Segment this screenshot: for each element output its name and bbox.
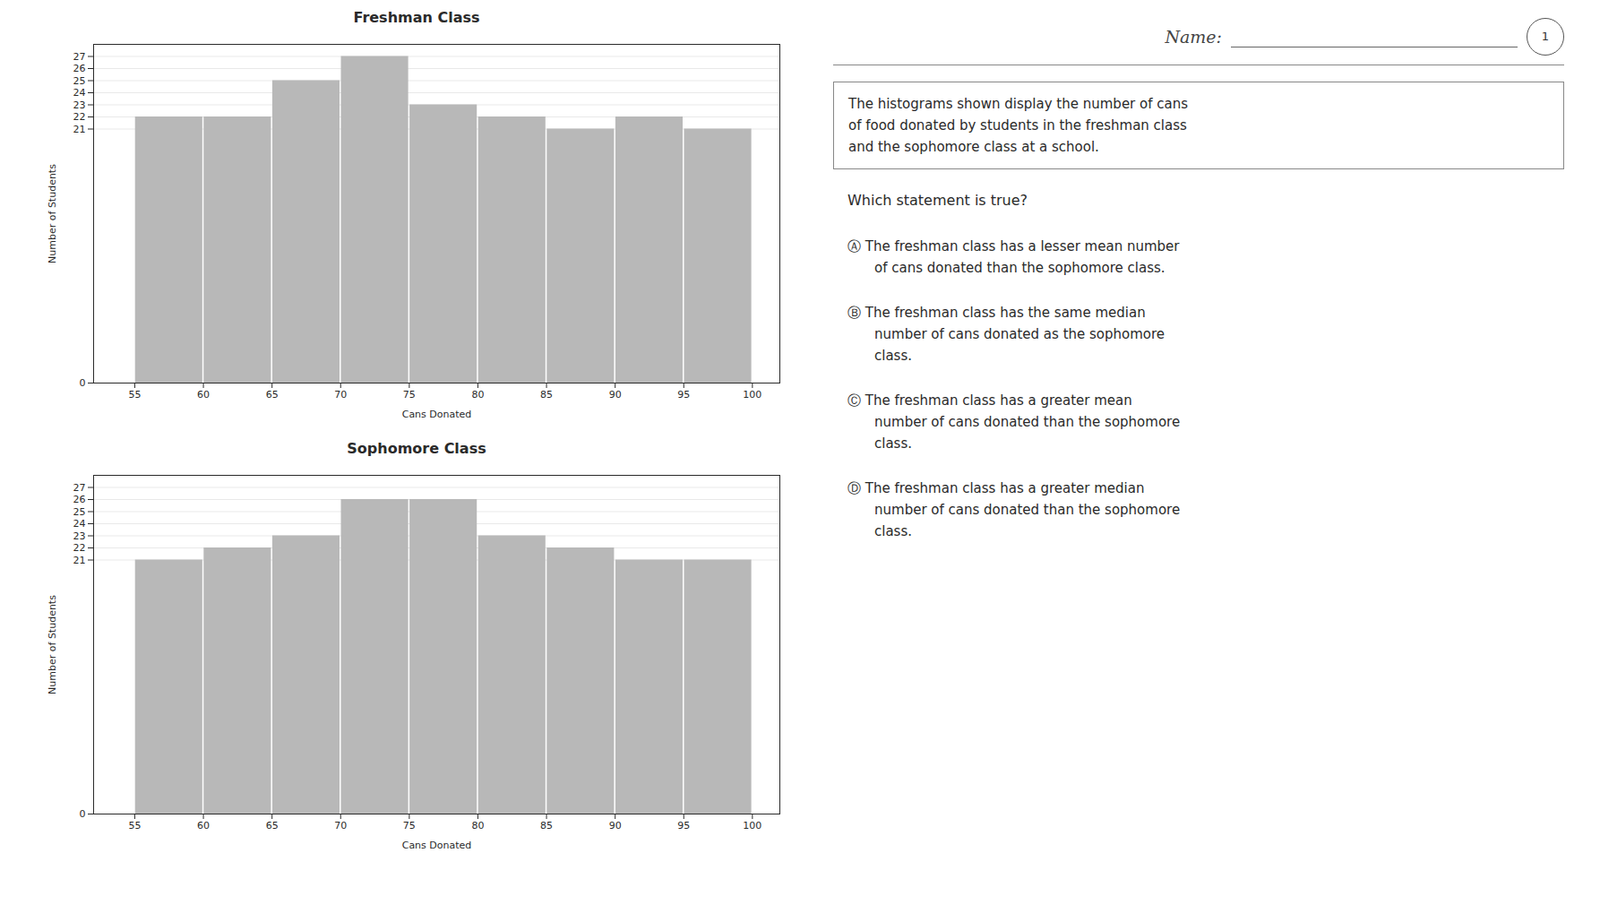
html-text:number of cans donated than th: number of cans donated than the sophomor… <box>874 413 1181 430</box>
svg-text:90: 90 <box>609 388 622 401</box>
svg-text:60: 60 <box>197 819 210 832</box>
svg-text:60: 60 <box>197 388 210 401</box>
html-text:Ⓐ The freshman class has a les: Ⓐ The freshman class has a lesser mean n… <box>847 237 1180 255</box>
html-text:class.: class. <box>874 347 912 364</box>
svg-text:21: 21 <box>73 554 87 567</box>
svg-text:100: 100 <box>742 819 762 832</box>
svg-text:27: 27 <box>73 51 87 63</box>
svg-text:70: 70 <box>334 819 347 832</box>
html-text:Ⓒ The freshman class has a gre: Ⓒ The freshman class has a greater mean <box>847 392 1133 409</box>
html-text:Name:: Name: <box>1164 26 1222 47</box>
svg-text:65: 65 <box>266 819 279 832</box>
svg-text:0: 0 <box>79 808 87 820</box>
svg-text:22: 22 <box>73 541 87 554</box>
svg-text:95: 95 <box>677 819 690 832</box>
svg-text:65: 65 <box>266 388 279 401</box>
html-text:Freshman Class: Freshman Class <box>353 8 480 26</box>
svg-text:90: 90 <box>609 819 622 832</box>
svg-text:22: 22 <box>73 111 87 123</box>
html-text:Sophomore Class: Sophomore Class <box>346 439 487 457</box>
svg-text:26: 26 <box>73 62 87 75</box>
svg-text:85: 85 <box>540 819 553 832</box>
svg-text:21: 21 <box>73 123 87 136</box>
svg-text:55: 55 <box>128 819 141 832</box>
html-text:and the sophomore class at a s: and the sophomore class at a school. <box>848 138 1100 155</box>
svg-text:80: 80 <box>471 388 484 401</box>
html-text:class.: class. <box>874 435 912 452</box>
svg-text:0: 0 <box>79 377 87 389</box>
svg-text:23: 23 <box>73 530 87 542</box>
html-text:The histograms shown display t: The histograms shown display the number … <box>848 95 1188 112</box>
svg-text:26: 26 <box>73 493 87 506</box>
svg-text:23: 23 <box>73 99 87 112</box>
svg-text:24: 24 <box>73 517 87 530</box>
svg-text:55: 55 <box>128 388 141 401</box>
html-text:of cans donated than the sopho: of cans donated than the sophomore class… <box>874 259 1166 276</box>
svg-text:25: 25 <box>73 75 87 87</box>
svg-text:95: 95 <box>677 388 690 401</box>
svg-text:Cans Donated: Cans Donated <box>402 408 473 421</box>
svg-text:Cans Donated: Cans Donated <box>402 839 473 852</box>
svg-text:Number of Students: Number of Students <box>46 163 59 264</box>
html-text:of food donated by students in: of food donated by students in the fresh… <box>848 117 1187 134</box>
html-text:Which statement is true?: Which statement is true? <box>847 191 1028 209</box>
html-text:number of cans donated than th: number of cans donated than the sophomor… <box>874 501 1181 518</box>
svg-text:75: 75 <box>403 388 416 401</box>
html-text:Ⓑ The freshman class has the s: Ⓑ The freshman class has the same median <box>847 304 1146 321</box>
svg-text:24: 24 <box>73 86 87 99</box>
svg-text:85: 85 <box>540 388 553 401</box>
html-text:Ⓓ The freshman class has a gre: Ⓓ The freshman class has a greater media… <box>847 479 1145 496</box>
svg-text:70: 70 <box>334 388 347 401</box>
html-text:class.: class. <box>874 522 912 539</box>
svg-text:80: 80 <box>471 819 484 832</box>
svg-text:27: 27 <box>73 481 87 494</box>
html-text:1: 1 <box>1541 29 1550 43</box>
html-text:number of cans donated as the: number of cans donated as the sophomore <box>874 325 1165 342</box>
svg-text:75: 75 <box>403 819 416 832</box>
svg-text:100: 100 <box>742 388 762 401</box>
svg-text:Number of Students: Number of Students <box>46 594 59 695</box>
svg-text:25: 25 <box>73 506 87 518</box>
